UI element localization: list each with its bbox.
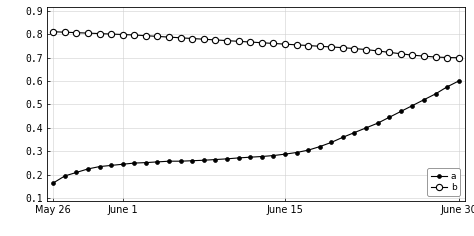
a — [433, 93, 438, 95]
a — [131, 162, 137, 164]
a — [456, 80, 462, 82]
a — [282, 153, 288, 156]
b — [305, 44, 311, 47]
b — [410, 54, 415, 57]
a — [62, 175, 68, 177]
b — [166, 36, 172, 38]
b — [352, 47, 357, 50]
b — [375, 50, 381, 52]
a — [212, 158, 218, 161]
a — [178, 160, 183, 163]
a — [50, 181, 56, 184]
a — [143, 161, 149, 164]
b — [259, 41, 264, 44]
b — [73, 31, 79, 34]
b — [456, 56, 462, 59]
a — [340, 136, 346, 139]
b — [271, 42, 276, 45]
b — [247, 41, 253, 43]
Line: b: b — [50, 29, 462, 61]
b — [97, 32, 102, 35]
a — [375, 122, 381, 125]
a — [421, 98, 427, 101]
a — [328, 141, 334, 144]
a — [85, 168, 91, 170]
b — [155, 35, 160, 38]
a — [410, 104, 415, 107]
b — [340, 46, 346, 49]
b — [143, 34, 149, 37]
a — [190, 159, 195, 162]
b — [363, 48, 369, 51]
b — [282, 43, 288, 46]
a — [73, 171, 79, 174]
a — [108, 164, 114, 167]
a — [166, 160, 172, 163]
Legend: a, b: a, b — [427, 168, 460, 196]
b — [178, 36, 183, 39]
b — [236, 40, 241, 43]
a — [294, 151, 300, 154]
a — [271, 154, 276, 157]
b — [85, 32, 91, 34]
a — [259, 155, 264, 158]
a — [120, 163, 126, 166]
a — [305, 149, 311, 152]
b — [444, 56, 450, 59]
a — [155, 160, 160, 163]
a — [317, 145, 322, 148]
b — [120, 33, 126, 36]
b — [317, 45, 322, 48]
a — [236, 156, 241, 159]
a — [398, 110, 404, 113]
a — [224, 157, 230, 160]
b — [201, 38, 207, 41]
b — [190, 37, 195, 40]
a — [386, 116, 392, 119]
b — [294, 43, 300, 46]
b — [386, 51, 392, 54]
b — [433, 56, 438, 59]
b — [398, 52, 404, 55]
b — [50, 30, 56, 33]
a — [247, 156, 253, 159]
b — [62, 31, 68, 34]
b — [421, 55, 427, 58]
b — [131, 34, 137, 36]
a — [363, 126, 369, 129]
b — [108, 33, 114, 35]
Line: a: a — [51, 79, 461, 185]
b — [328, 46, 334, 48]
a — [352, 131, 357, 134]
b — [212, 38, 218, 41]
b — [224, 39, 230, 42]
a — [97, 165, 102, 168]
a — [444, 85, 450, 88]
a — [201, 159, 207, 162]
